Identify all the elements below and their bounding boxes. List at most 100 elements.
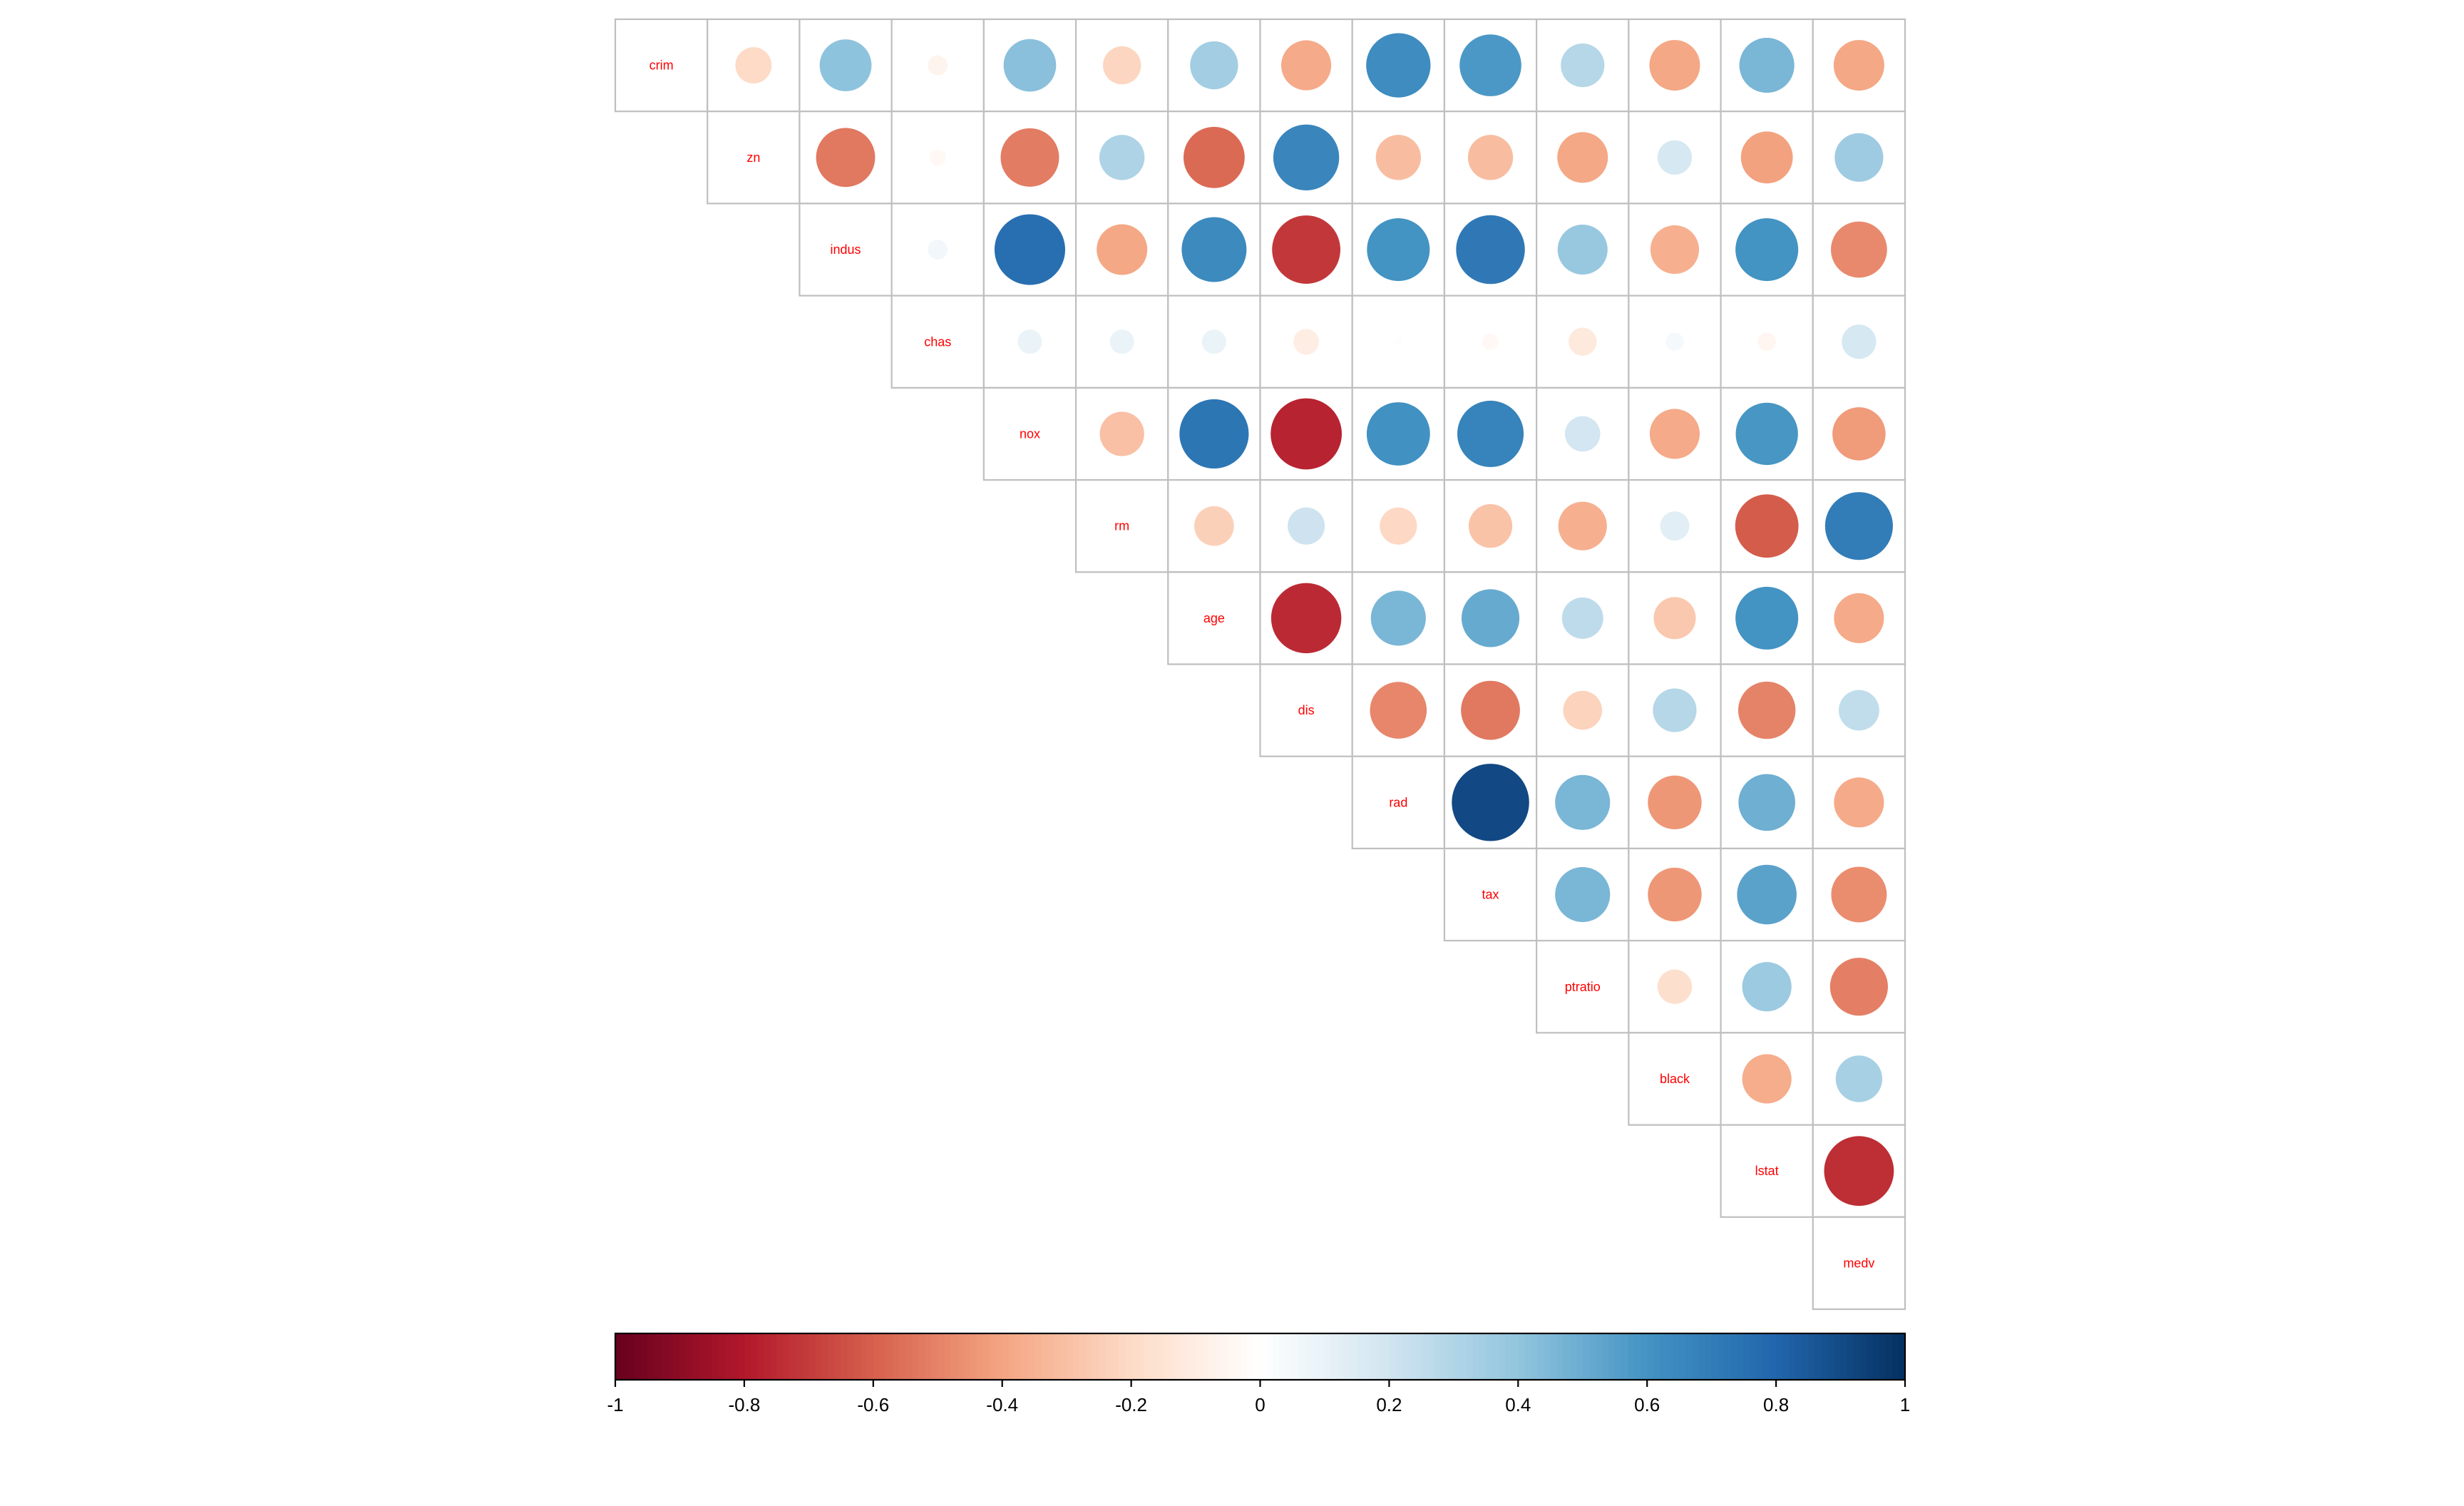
colorbar-segment [1563, 1333, 1571, 1380]
variable-label-lstat: lstat [1755, 1164, 1779, 1178]
cell-black-black [1628, 1032, 1722, 1126]
colorbar-segment [938, 1333, 945, 1380]
corr-circle-crim-nox [1003, 39, 1057, 92]
corr-circle-rm-lstat [1735, 494, 1799, 558]
corr-circle-chas-dis [1293, 329, 1320, 355]
colorbar-segment [1466, 1333, 1474, 1380]
colorbar-segment [1795, 1333, 1803, 1380]
corr-circle-chas-medv [1842, 324, 1877, 359]
colorbar-tick-label: -1 [607, 1394, 623, 1415]
colorbar-segment [699, 1333, 707, 1380]
corr-circle-chas-lstat [1757, 332, 1776, 351]
colorbar-segment [1705, 1333, 1713, 1380]
colorbar-segment [885, 1333, 893, 1380]
colorbar-segment [1743, 1333, 1751, 1380]
colorbar-segment [1544, 1333, 1551, 1380]
colorbar-segment [724, 1333, 732, 1380]
variable-label-ptratio: ptratio [1565, 980, 1601, 994]
colorbar-segment [692, 1333, 700, 1380]
colorbar-segment [847, 1333, 855, 1380]
colorbar-segment [1511, 1333, 1519, 1380]
corr-circle-rm-tax [1468, 504, 1513, 548]
colorbar-segment [828, 1333, 836, 1380]
colorbar-segment [1537, 1333, 1545, 1380]
colorbar-segment [1453, 1333, 1461, 1380]
colorbar-segment [1021, 1333, 1029, 1380]
cell-rm-rm [1074, 478, 1169, 573]
colorbar-segment [1821, 1333, 1829, 1380]
corr-circle-indus-black [1650, 225, 1700, 275]
colorbar-segment [1524, 1333, 1532, 1380]
colorbar-segment [1015, 1333, 1022, 1380]
colorbar-segment [1711, 1333, 1719, 1380]
colorbar-segment [1118, 1333, 1126, 1380]
variable-label-tax: tax [1482, 888, 1499, 902]
cell-nox-nox [982, 386, 1077, 481]
corr-circle-ptratio-medv [1829, 958, 1888, 1016]
colorbar-segment [1027, 1333, 1035, 1380]
colorbar-tick-label: -0.6 [857, 1394, 889, 1415]
colorbar-segment [989, 1333, 997, 1380]
colorbar-segment [1685, 1333, 1693, 1380]
colorbar-segment [944, 1333, 952, 1380]
colorbar-segment [1079, 1333, 1087, 1380]
colorbar-segment [1034, 1333, 1042, 1380]
colorbar-segment [1040, 1333, 1048, 1380]
colorbar-segment [744, 1333, 751, 1380]
colorbar-segment [1427, 1333, 1435, 1380]
colorbar-segment [1872, 1333, 1880, 1380]
colorbar-segment [912, 1333, 919, 1380]
colorbar-segment [963, 1333, 971, 1380]
colorbar-segment [1292, 1333, 1300, 1380]
colorbar-segment [1131, 1333, 1139, 1380]
colorbar-segment [1479, 1333, 1487, 1380]
colorbar-segment [1060, 1333, 1067, 1380]
colorbar-segment [1047, 1333, 1054, 1380]
color-legend: -1 -0.8 -0.6 -0.4 -0.2 0 0.2 0.4 0.6 0.8 1 [607, 1332, 1910, 1415]
colorbar-segment [815, 1333, 823, 1380]
colorbar-segment [1221, 1333, 1229, 1380]
colorbar-segment [789, 1333, 797, 1380]
colorbar-segment [1395, 1333, 1403, 1380]
colorbar-segment [1350, 1333, 1357, 1380]
corr-circle-indus-rm [1097, 224, 1148, 275]
colorbar-segment [667, 1333, 674, 1380]
corr-circle-zn-indus [816, 128, 876, 188]
colorbar-segment [647, 1333, 655, 1380]
corr-circle-zn-dis [1273, 124, 1340, 191]
colorbar-segment [1776, 1333, 1783, 1380]
colorbar-segment [1215, 1333, 1223, 1380]
colorbar-segment [1614, 1333, 1622, 1380]
cell-indus-medv [1812, 203, 1906, 297]
corr-circle-dis-black [1653, 688, 1697, 732]
corr-circle-dis-lstat [1737, 681, 1796, 739]
corr-circle-nox-medv [1832, 407, 1886, 461]
colorbar-segment [925, 1333, 933, 1380]
colorbar-segment [1196, 1333, 1203, 1380]
corr-circle-crim-chas [928, 55, 948, 76]
cell-indus-indus [799, 203, 893, 297]
colorbar-segment [1266, 1333, 1274, 1380]
corr-circle-nox-ptratio [1564, 416, 1601, 452]
corr-circle-zn-nox [1000, 128, 1059, 187]
colorbar-segment [808, 1333, 816, 1380]
colorbar-segment [1150, 1333, 1158, 1380]
colorbar-segment [1569, 1333, 1577, 1380]
colorbar-segment [1363, 1333, 1371, 1380]
colorbar-segment [1698, 1333, 1706, 1380]
corr-circle-nox-rad [1366, 402, 1430, 466]
corr-circle-age-tax [1461, 589, 1520, 647]
corr-circle-age-black [1653, 597, 1696, 640]
corr-circle-tax-medv [1831, 866, 1887, 923]
colorbar-segment [622, 1333, 629, 1380]
colorbar-segment [1067, 1333, 1074, 1380]
corr-circle-rad-lstat [1738, 774, 1795, 831]
corr-circle-chas-rm [1109, 329, 1134, 354]
variable-label-dis: dis [1298, 703, 1315, 717]
colorbar-segment [982, 1333, 990, 1380]
colorbar-segment [1556, 1333, 1564, 1380]
corr-circle-nox-tax [1457, 400, 1524, 468]
colorbar-segment [1679, 1333, 1687, 1380]
corr-circle-rm-ptratio [1558, 501, 1607, 550]
colorbar-segment [918, 1333, 925, 1380]
